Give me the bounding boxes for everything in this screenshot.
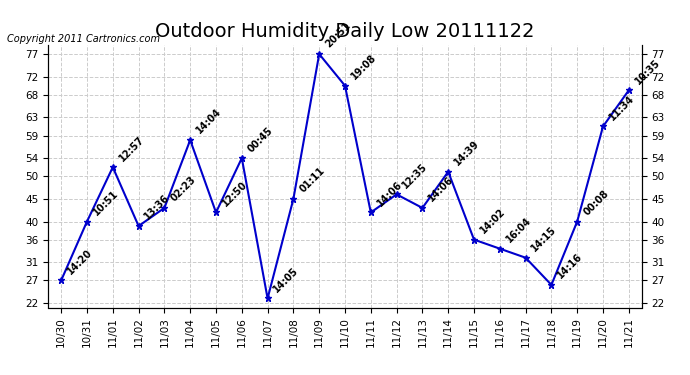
Text: 01:11: 01:11 [297, 166, 326, 195]
Text: 10:51: 10:51 [91, 188, 120, 218]
Text: 14:05: 14:05 [272, 265, 301, 294]
Text: 14:16: 14:16 [555, 252, 584, 281]
Text: 14:15: 14:15 [530, 225, 559, 254]
Text: 11:34: 11:34 [607, 93, 636, 122]
Text: 13:36: 13:36 [143, 193, 172, 222]
Text: 20:51: 20:51 [324, 21, 353, 50]
Text: 16:04: 16:04 [504, 216, 533, 244]
Title: Outdoor Humidity Daily Low 20111122: Outdoor Humidity Daily Low 20111122 [155, 22, 535, 40]
Text: 19:08: 19:08 [349, 53, 378, 82]
Text: 12:57: 12:57 [117, 134, 146, 163]
Text: 12:50: 12:50 [220, 179, 249, 208]
Text: 02:23: 02:23 [168, 175, 197, 204]
Text: 14:20: 14:20 [66, 247, 95, 276]
Text: 00:45: 00:45 [246, 125, 275, 154]
Text: 10:35: 10:35 [633, 57, 662, 86]
Text: 14:04: 14:04 [195, 107, 224, 136]
Text: 14:06: 14:06 [375, 179, 404, 208]
Text: 14:02: 14:02 [478, 207, 507, 236]
Text: 14:06: 14:06 [426, 175, 455, 204]
Text: Copyright 2011 Cartronics.com: Copyright 2011 Cartronics.com [7, 34, 160, 44]
Text: 14:39: 14:39 [453, 139, 482, 168]
Text: 00:08: 00:08 [582, 188, 611, 218]
Text: 12:35: 12:35 [401, 161, 430, 190]
